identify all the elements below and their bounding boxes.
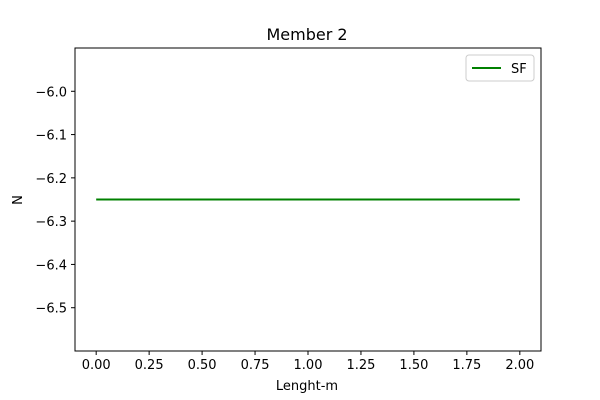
legend-label-sf: SF [511, 62, 527, 77]
x-tick-label: 0.25 [135, 358, 164, 373]
y-tick-label: −6.5 [35, 302, 67, 317]
legend: SF [465, 54, 535, 82]
y-axis-label: N [11, 195, 26, 205]
y-tick-label: −6.1 [35, 129, 67, 144]
x-tick-label: 2.00 [505, 358, 534, 373]
y-tick-label: −6.3 [35, 215, 67, 230]
x-tick-label: 1.25 [346, 358, 375, 373]
x-tick-label: 0.75 [241, 358, 270, 373]
y-tick-label: −6.0 [35, 85, 67, 100]
x-tick-label: 1.75 [452, 358, 481, 373]
x-tick-label: 0.50 [188, 358, 217, 373]
y-axis: −6.0 −6.1 −6.2 −6.3 −6.4 −6.5 [35, 85, 75, 317]
x-tick-label: 1.00 [294, 358, 323, 373]
chart-title: Member 2 [266, 25, 347, 44]
x-tick-label: 0.00 [82, 358, 111, 373]
y-tick-label: −6.4 [35, 258, 67, 273]
x-axis-label: Lenght-m [276, 379, 338, 394]
y-tick-label: −6.2 [35, 172, 67, 187]
x-tick-label: 1.50 [399, 358, 428, 373]
x-axis: 0.00 0.25 0.50 0.75 1.00 1.25 1.50 1.75 2.00 [82, 351, 534, 373]
